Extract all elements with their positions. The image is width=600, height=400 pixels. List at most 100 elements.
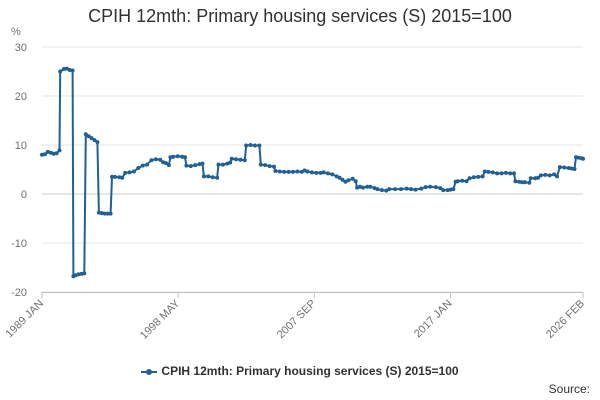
x-tick-label: 1998 MAY xyxy=(138,297,183,342)
data-point xyxy=(368,184,373,189)
data-point xyxy=(83,132,88,137)
data-point xyxy=(120,175,125,180)
y-tick-label: -10 xyxy=(11,238,27,250)
data-point xyxy=(171,154,176,159)
data-point xyxy=(95,140,100,145)
y-tick-label: 30 xyxy=(15,42,27,54)
data-point xyxy=(188,164,193,169)
grid-layer xyxy=(42,46,583,293)
data-point xyxy=(201,174,206,179)
data-point xyxy=(82,271,87,276)
data-point xyxy=(495,171,500,176)
data-point xyxy=(295,169,300,174)
data-point xyxy=(480,174,485,179)
data-point xyxy=(248,143,253,147)
data-point xyxy=(557,165,562,170)
data-point xyxy=(503,170,508,175)
data-point xyxy=(379,188,384,193)
data-point xyxy=(528,176,533,181)
data-point xyxy=(325,171,330,176)
data-point xyxy=(216,162,221,167)
data-point xyxy=(290,169,295,174)
data-point xyxy=(346,178,351,183)
data-point xyxy=(267,164,272,169)
data-point xyxy=(350,176,355,181)
data-point xyxy=(57,148,62,153)
legend-line-marker-icon xyxy=(141,367,158,377)
data-point xyxy=(409,187,414,192)
data-point xyxy=(257,143,262,148)
data-point xyxy=(441,188,446,193)
source-label: Source: xyxy=(548,382,590,396)
data-point xyxy=(210,175,215,180)
data-point xyxy=(309,170,314,175)
data-point xyxy=(419,186,424,191)
data-point xyxy=(552,172,557,177)
data-point xyxy=(555,174,559,179)
data-point xyxy=(543,172,548,177)
data-point xyxy=(229,156,234,161)
data-point xyxy=(471,175,476,180)
x-tick-label: 2026 FEB xyxy=(544,298,587,341)
data-point xyxy=(512,171,516,176)
data-point xyxy=(263,163,268,168)
data-point xyxy=(305,169,310,174)
data-point xyxy=(145,162,149,167)
data-point xyxy=(455,179,460,184)
data-point xyxy=(464,179,469,184)
data-point xyxy=(330,172,335,177)
data-point xyxy=(206,174,211,179)
data-point xyxy=(522,180,527,185)
data-point xyxy=(398,187,403,192)
data-point xyxy=(337,175,342,180)
data-point xyxy=(220,162,225,167)
data-point xyxy=(340,177,345,182)
data-point xyxy=(153,157,158,162)
data-point xyxy=(343,179,348,184)
data-point xyxy=(499,171,504,176)
data-point xyxy=(358,184,362,189)
x-tick-label: 2017 JAN xyxy=(412,298,455,341)
data-point xyxy=(102,211,107,216)
data-point xyxy=(361,185,365,190)
data-point xyxy=(438,186,443,191)
y-tick-label: -20 xyxy=(11,287,27,299)
data-point xyxy=(581,156,585,161)
y-tick-label: 20 xyxy=(15,91,27,103)
data-point xyxy=(314,170,319,175)
data-point xyxy=(476,174,481,179)
data-point xyxy=(108,211,113,216)
data-point xyxy=(89,136,94,141)
data-point xyxy=(183,155,187,160)
chart-title: CPIH 12mth: Primary housing services (S)… xyxy=(88,6,512,26)
data-point xyxy=(149,158,154,163)
data-point xyxy=(572,167,577,171)
chart-legend[interactable]: CPIH 12mth: Primary housing services (S)… xyxy=(0,364,600,378)
data-point xyxy=(538,173,543,178)
series-layer xyxy=(40,66,585,279)
data-point xyxy=(451,187,456,192)
data-point xyxy=(467,176,472,181)
data-point xyxy=(460,178,465,183)
data-point xyxy=(140,163,145,168)
y-tick-label: 10 xyxy=(15,140,27,152)
data-point xyxy=(164,161,168,166)
data-point xyxy=(482,169,487,174)
data-point xyxy=(175,154,180,159)
data-point xyxy=(110,174,114,179)
data-point xyxy=(253,143,257,148)
data-point xyxy=(215,175,220,180)
data-point xyxy=(258,162,263,167)
data-point xyxy=(58,69,63,74)
data-point xyxy=(200,161,205,166)
x-tick-label: 2007 SEP xyxy=(275,298,319,342)
data-point xyxy=(127,170,132,175)
data-point xyxy=(387,187,392,192)
data-point xyxy=(562,165,567,170)
x-tick-label: 1989 JAN xyxy=(3,298,46,341)
data-point xyxy=(70,68,75,73)
data-point xyxy=(136,166,141,170)
data-point xyxy=(527,180,532,185)
data-point xyxy=(433,185,438,190)
data-point xyxy=(277,169,282,174)
